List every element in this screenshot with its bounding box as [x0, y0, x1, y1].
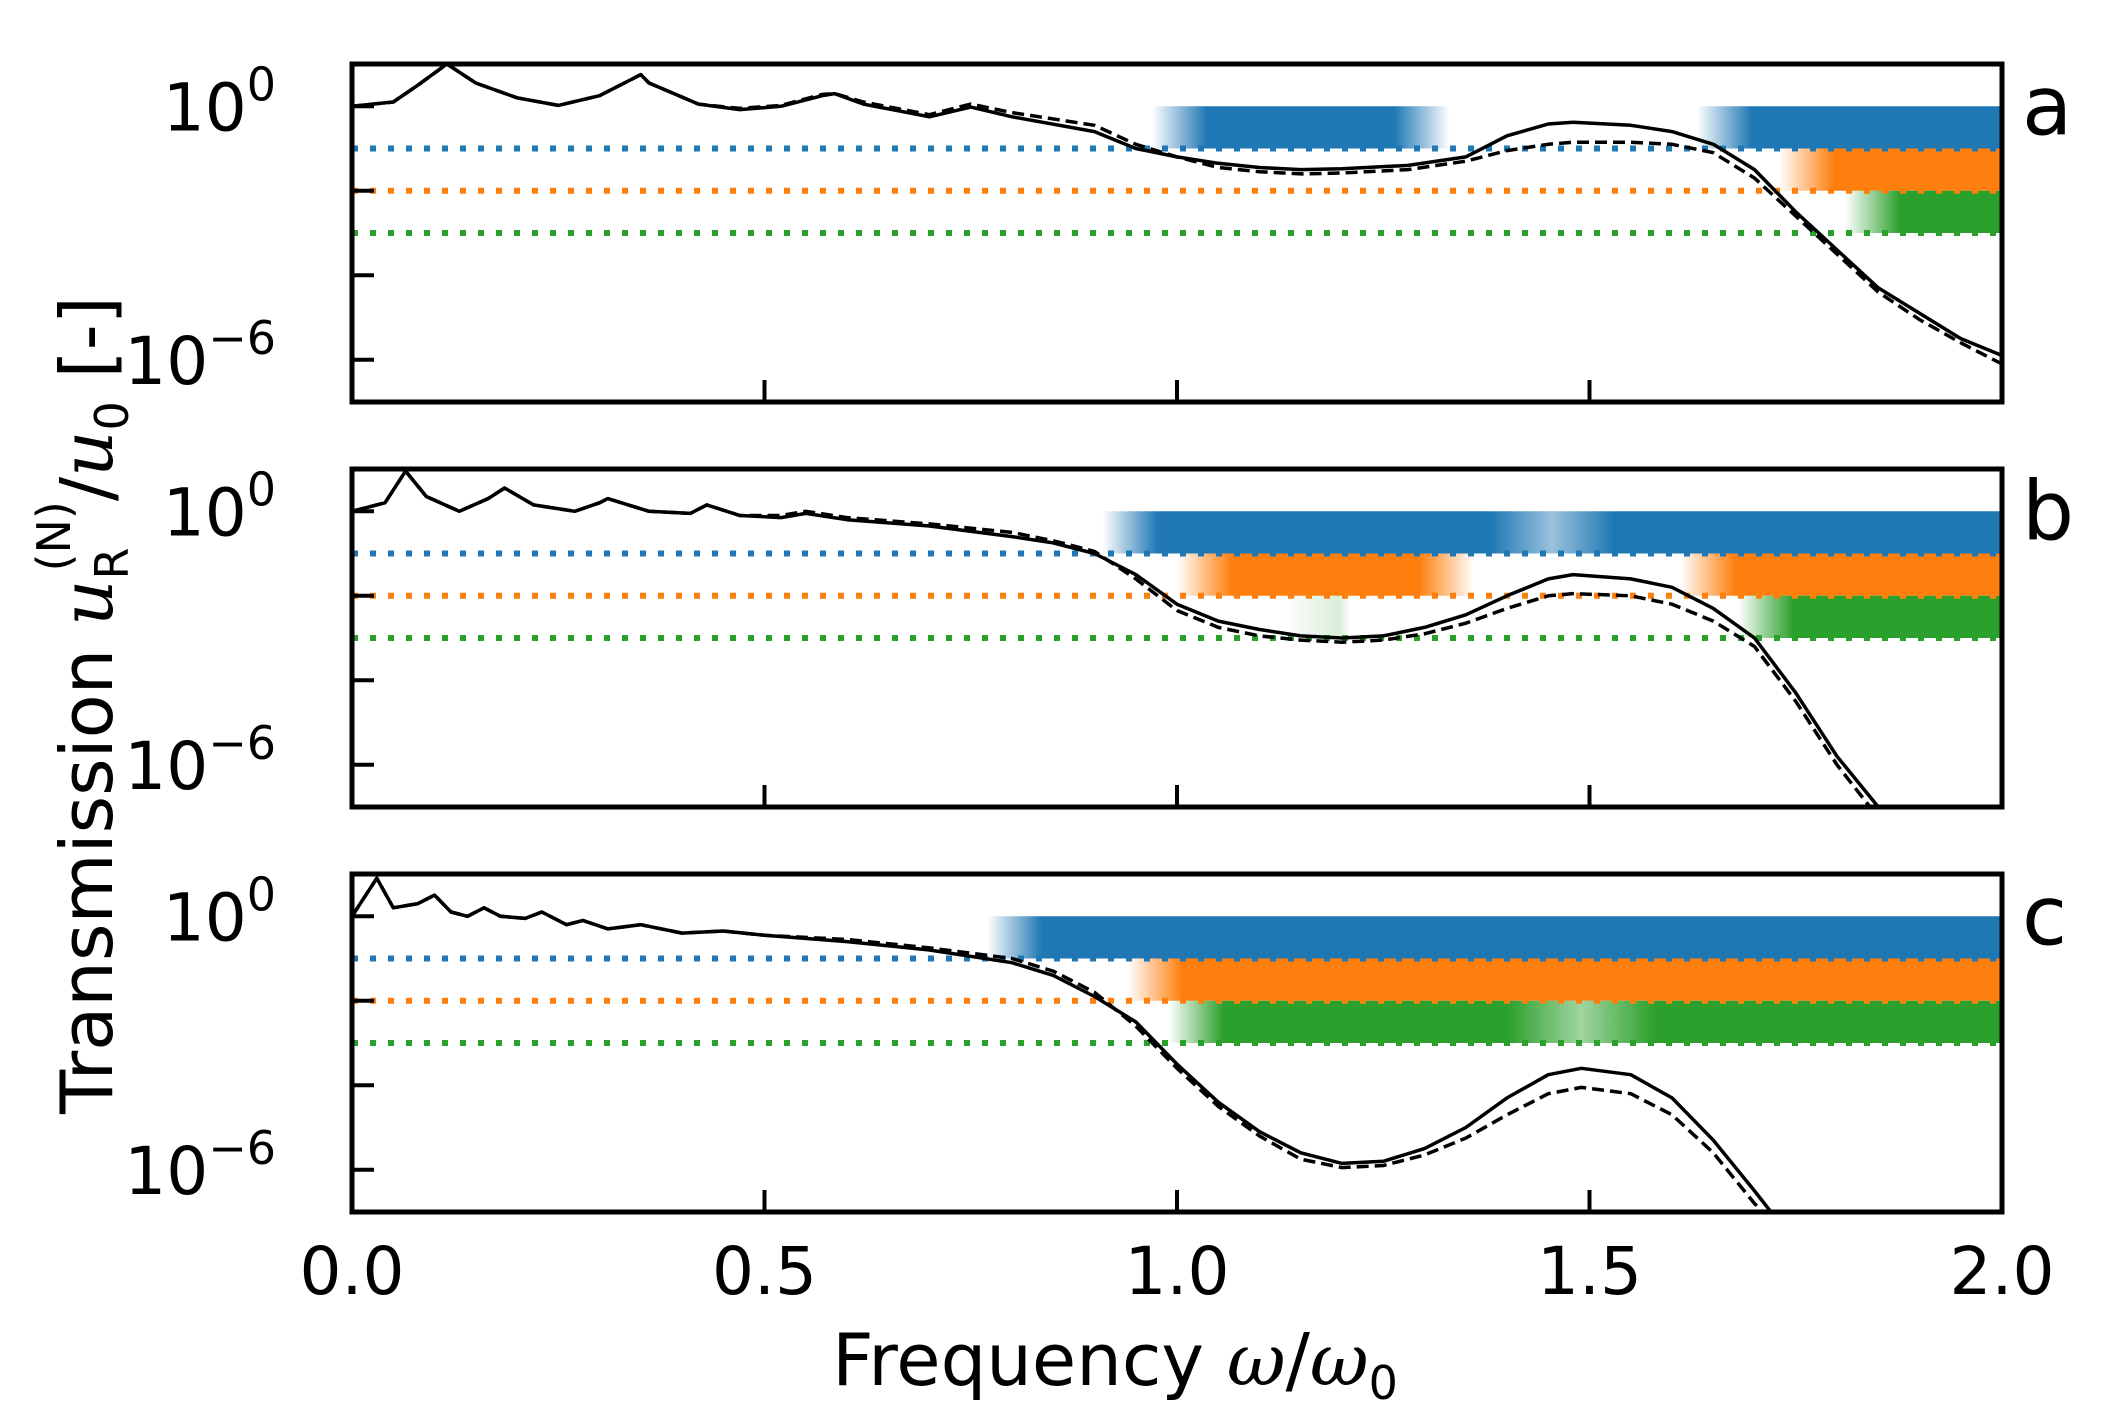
series-dashed-c — [352, 876, 1765, 1212]
y-tick-label-a-0: 100 — [163, 57, 276, 146]
panels: 100 10−6 a 100 10−6 b 0.0 0.5 1.0 1.5 2.0 100 10−6 c — [124, 57, 2074, 1310]
y-tick-label-b-1: 10−6 — [124, 716, 276, 805]
band-c-0 — [987, 916, 2002, 959]
panel-label-c: c — [2022, 869, 2067, 964]
panel-c: 0.0 0.5 1.0 1.5 2.0 100 10−6 c — [124, 867, 2067, 1310]
band-b-4 — [1738, 595, 2002, 638]
panel-b: 100 10−6 b — [124, 462, 2074, 810]
band-b-2 — [1680, 553, 2002, 596]
x-tick-label-3: 1.5 — [1537, 1233, 1642, 1310]
band-c-1 — [1127, 958, 2002, 1001]
band-a-1 — [1696, 106, 2002, 149]
band-b-0 — [1102, 511, 2002, 554]
y-tick-label-c-1: 10−6 — [124, 1121, 276, 1210]
panel-label-a: a — [2022, 59, 2072, 154]
series-dashed-b — [352, 469, 1872, 807]
panel-a: 100 10−6 a — [124, 57, 2072, 405]
y-tick-label-c-0: 100 — [163, 867, 276, 956]
band-c-2 — [1168, 1000, 2002, 1043]
x-tick-label-0: 0.0 — [300, 1233, 405, 1310]
x-tick-label-1: 0.5 — [712, 1233, 817, 1310]
y-axis-title: Transmission uR(N)/u0 [-] — [27, 296, 139, 1115]
x-axis-title: Frequency ω/ω0 — [832, 1318, 1398, 1409]
band-a-2 — [1779, 148, 2002, 191]
y-tick-label-a-1: 10−6 — [124, 311, 276, 400]
series-dashed-a — [352, 64, 2002, 366]
x-tick-label-4: 2.0 — [1950, 1233, 2055, 1310]
series-solid-b — [352, 469, 1880, 807]
x-tick-label-2: 1.0 — [1125, 1233, 1230, 1310]
band-a-3 — [1845, 190, 2002, 233]
band-b-3 — [1284, 595, 1351, 638]
band-a-0 — [1152, 106, 1450, 149]
y-tick-label-b-0: 100 — [163, 462, 276, 551]
panel-label-b: b — [2022, 464, 2074, 559]
band-b-1 — [1177, 553, 1474, 596]
